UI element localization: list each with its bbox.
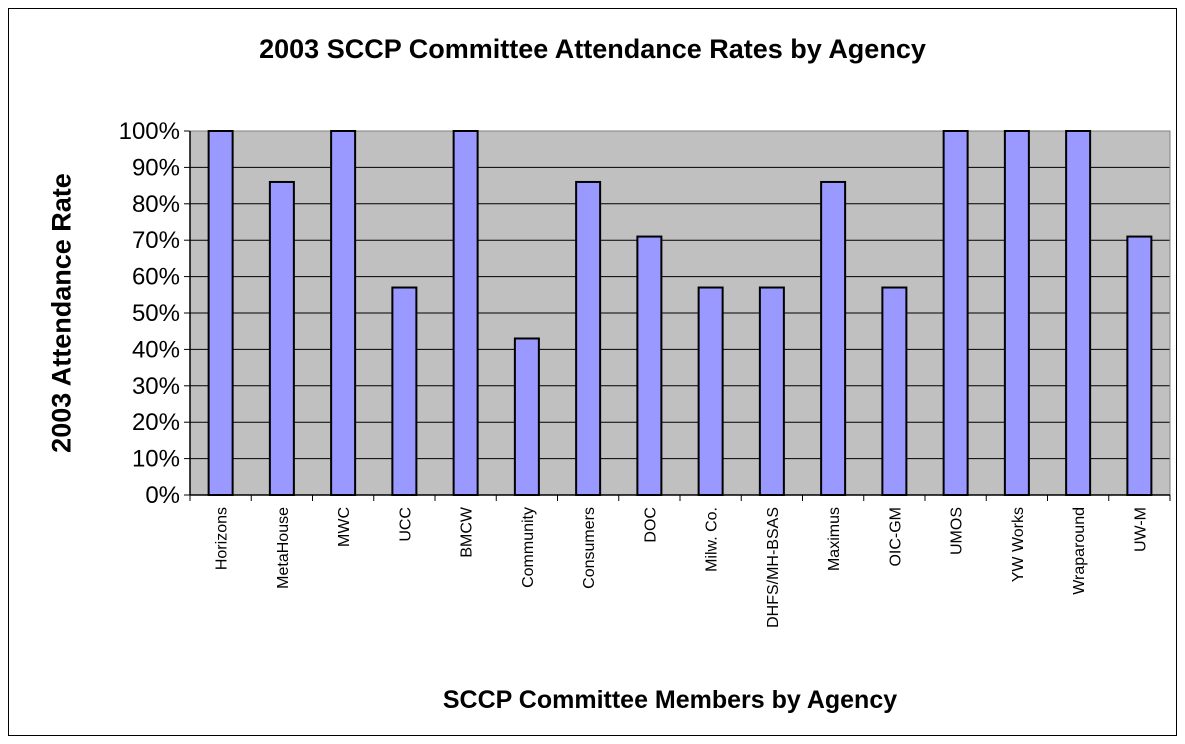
x-tick-label: DHFS/MH-BSAS bbox=[765, 507, 782, 628]
bar-bmcw bbox=[452, 130, 479, 496]
bar-oic-gm bbox=[881, 286, 908, 496]
bar-milw-co- bbox=[697, 286, 724, 496]
bar-metahouse bbox=[268, 180, 295, 497]
x-axis-title: SCCP Committee Members by Agency bbox=[442, 686, 898, 714]
bar-doc bbox=[636, 235, 663, 496]
y-tick-label: 100% bbox=[119, 118, 180, 145]
bar-ucc bbox=[391, 286, 418, 496]
x-tick-label: DOC bbox=[642, 507, 659, 543]
x-tick-label: OIC-GM bbox=[887, 507, 904, 567]
y-tick-label: 70% bbox=[132, 227, 180, 254]
x-tick-label: UCC bbox=[397, 507, 414, 542]
bar-uw-m bbox=[1126, 235, 1153, 496]
bar-community bbox=[513, 337, 540, 497]
bar-mwc bbox=[330, 130, 357, 496]
bar-dhfs-mh-bsas bbox=[758, 286, 785, 496]
x-tick-label: BMCW bbox=[459, 506, 476, 558]
y-tick-label: 60% bbox=[132, 264, 180, 291]
y-tick-label: 30% bbox=[132, 373, 180, 400]
x-tick-label: Wraparound bbox=[1071, 507, 1088, 595]
y-tick-label: 50% bbox=[132, 300, 180, 327]
y-tick-label: 0% bbox=[145, 482, 180, 509]
x-tick-label: Consumers bbox=[581, 507, 598, 589]
x-tick-label: YW Works bbox=[1010, 507, 1027, 582]
x-tick-label: MetaHouse bbox=[275, 507, 292, 589]
bar-yw-works bbox=[1003, 130, 1030, 496]
x-tick-label: MWC bbox=[336, 507, 353, 547]
x-tick-label: Community bbox=[520, 507, 537, 588]
x-tick-label: Milw. Co. bbox=[704, 507, 721, 572]
x-tick-label: Horizons bbox=[214, 507, 231, 570]
bar-maximus bbox=[820, 180, 847, 497]
chart-title: 2003 SCCP Committee Attendance Rates by … bbox=[259, 34, 926, 64]
y-tick-label: 80% bbox=[132, 191, 180, 218]
y-tick-label: 40% bbox=[132, 336, 180, 363]
bar-umos bbox=[942, 130, 969, 496]
x-tick-label: UMOS bbox=[949, 507, 966, 555]
y-tick-label: 20% bbox=[132, 409, 180, 436]
bar-consumers bbox=[575, 180, 602, 497]
y-tick-label: 90% bbox=[132, 154, 180, 181]
bar-horizons bbox=[207, 130, 234, 496]
x-tick-label: Maximus bbox=[826, 507, 843, 571]
x-tick-label: UW-M bbox=[1132, 507, 1149, 552]
bar-wraparound bbox=[1065, 130, 1092, 496]
y-tick-label: 10% bbox=[132, 446, 180, 473]
